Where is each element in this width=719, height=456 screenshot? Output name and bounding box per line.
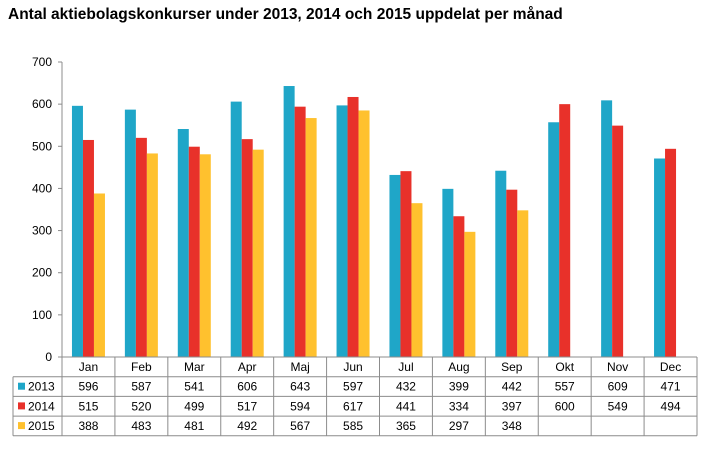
data-label: 567 xyxy=(290,419,310,433)
y-tick-label: 0 xyxy=(45,350,52,364)
x-category-label: Mar xyxy=(184,360,205,374)
data-label: 471 xyxy=(661,380,681,394)
bar-2014-dec xyxy=(665,148,677,357)
data-label: 643 xyxy=(290,380,310,394)
bar-2013-aug xyxy=(442,188,454,357)
bar-2014-feb xyxy=(135,137,147,357)
data-label: 388 xyxy=(78,419,98,433)
data-label: 609 xyxy=(608,380,628,394)
bar-2013-jun xyxy=(336,105,348,358)
bar-2015-feb xyxy=(146,153,158,357)
data-label: 481 xyxy=(184,419,204,433)
chart-title: Antal aktiebolagskonkurser under 2013, 2… xyxy=(8,6,563,23)
bar-2015-apr xyxy=(252,149,264,357)
data-label: 515 xyxy=(78,399,98,413)
legend-swatch-2015 xyxy=(18,422,25,430)
data-label: 397 xyxy=(502,399,522,413)
bar-2015-sep xyxy=(517,210,529,357)
y-tick-label: 100 xyxy=(32,308,52,322)
data-label: 520 xyxy=(131,399,151,413)
bar-2014-aug xyxy=(453,216,465,357)
bar-2014-jul xyxy=(400,171,412,357)
data-label: 442 xyxy=(502,380,522,394)
data-label: 587 xyxy=(131,380,151,394)
bar-2015-jun xyxy=(358,110,370,357)
data-label: 334 xyxy=(449,399,469,413)
bar-2014-sep xyxy=(506,189,518,357)
bar-2015-mar xyxy=(199,154,211,357)
bar-2014-okt xyxy=(559,104,571,358)
data-label: 557 xyxy=(555,380,575,394)
y-tick-label: 700 xyxy=(32,55,52,69)
x-category-label: Okt xyxy=(555,360,574,374)
bar-2014-nov xyxy=(612,125,624,357)
bar-2013-apr xyxy=(230,101,242,357)
bar-2014-maj xyxy=(294,106,306,358)
data-label: 441 xyxy=(396,399,416,413)
data-label: 499 xyxy=(184,399,204,413)
bar-2013-nov xyxy=(601,100,613,357)
bar-2014-apr xyxy=(241,139,253,357)
data-label: 492 xyxy=(237,419,257,433)
data-label: 297 xyxy=(449,419,469,433)
bar-2015-jan xyxy=(93,193,105,357)
data-label: 597 xyxy=(343,380,363,394)
data-label: 399 xyxy=(449,380,469,394)
x-category-label: Maj xyxy=(290,360,309,374)
bar-2013-jan xyxy=(71,105,83,357)
bar-2013-feb xyxy=(124,109,136,357)
data-label: 432 xyxy=(396,380,416,394)
x-category-label: Sep xyxy=(501,360,523,374)
chart-bars xyxy=(71,86,677,358)
data-table: Jan Feb Mar Apr Maj Jun Jul Aug Sep Okt Nov Dec 2013… xyxy=(12,356,698,437)
x-category-label: Jun xyxy=(343,360,362,374)
legend-label-2014: 2014 xyxy=(28,399,55,413)
data-label: 600 xyxy=(555,399,575,413)
bar-2013-mar xyxy=(177,129,189,357)
x-category-label: Jan xyxy=(79,360,98,374)
legend-label-2015: 2015 xyxy=(28,419,55,433)
legend-swatch-2014 xyxy=(18,402,25,410)
data-label: 348 xyxy=(502,419,522,433)
data-label: 617 xyxy=(343,399,363,413)
bar-2013-dec xyxy=(654,158,666,357)
legend-label-2013: 2013 xyxy=(28,380,55,394)
legend-swatch-2013 xyxy=(18,382,25,390)
x-category-label: Jul xyxy=(398,360,413,374)
data-label: 594 xyxy=(290,399,310,413)
y-tick-label: 500 xyxy=(32,139,52,153)
x-category-label: Aug xyxy=(448,360,469,374)
y-tick-label: 200 xyxy=(32,266,52,280)
y-tick-label: 600 xyxy=(32,97,52,111)
x-category-label: Apr xyxy=(238,360,257,374)
bar-2015-aug xyxy=(464,231,476,357)
data-label: 585 xyxy=(343,419,363,433)
bar-2014-jun xyxy=(347,96,359,357)
bar-2014-mar xyxy=(188,146,200,357)
x-category-label: Feb xyxy=(131,360,152,374)
data-label: 606 xyxy=(237,380,257,394)
x-category-label: Dec xyxy=(660,360,681,374)
bar-2015-jul xyxy=(411,203,423,357)
bar-2013-sep xyxy=(495,170,507,357)
data-label: 517 xyxy=(237,399,257,413)
bar-2013-jul xyxy=(389,174,401,357)
data-label: 541 xyxy=(184,380,204,394)
data-label: 549 xyxy=(608,399,628,413)
bar-2013-okt xyxy=(548,122,560,357)
y-tick-label: 400 xyxy=(32,181,52,195)
y-tick-label: 300 xyxy=(32,224,52,238)
x-category-label: Nov xyxy=(607,360,628,374)
data-label: 494 xyxy=(661,399,681,413)
bar-2014-jan xyxy=(82,139,94,357)
data-label: 596 xyxy=(78,380,98,394)
data-label: 365 xyxy=(396,419,416,433)
bar-2015-maj xyxy=(305,118,317,357)
bar-2013-maj xyxy=(283,86,295,358)
data-label: 483 xyxy=(131,419,151,433)
chart-axes: 0 100 200 300 400 500 600 700 xyxy=(32,55,63,364)
